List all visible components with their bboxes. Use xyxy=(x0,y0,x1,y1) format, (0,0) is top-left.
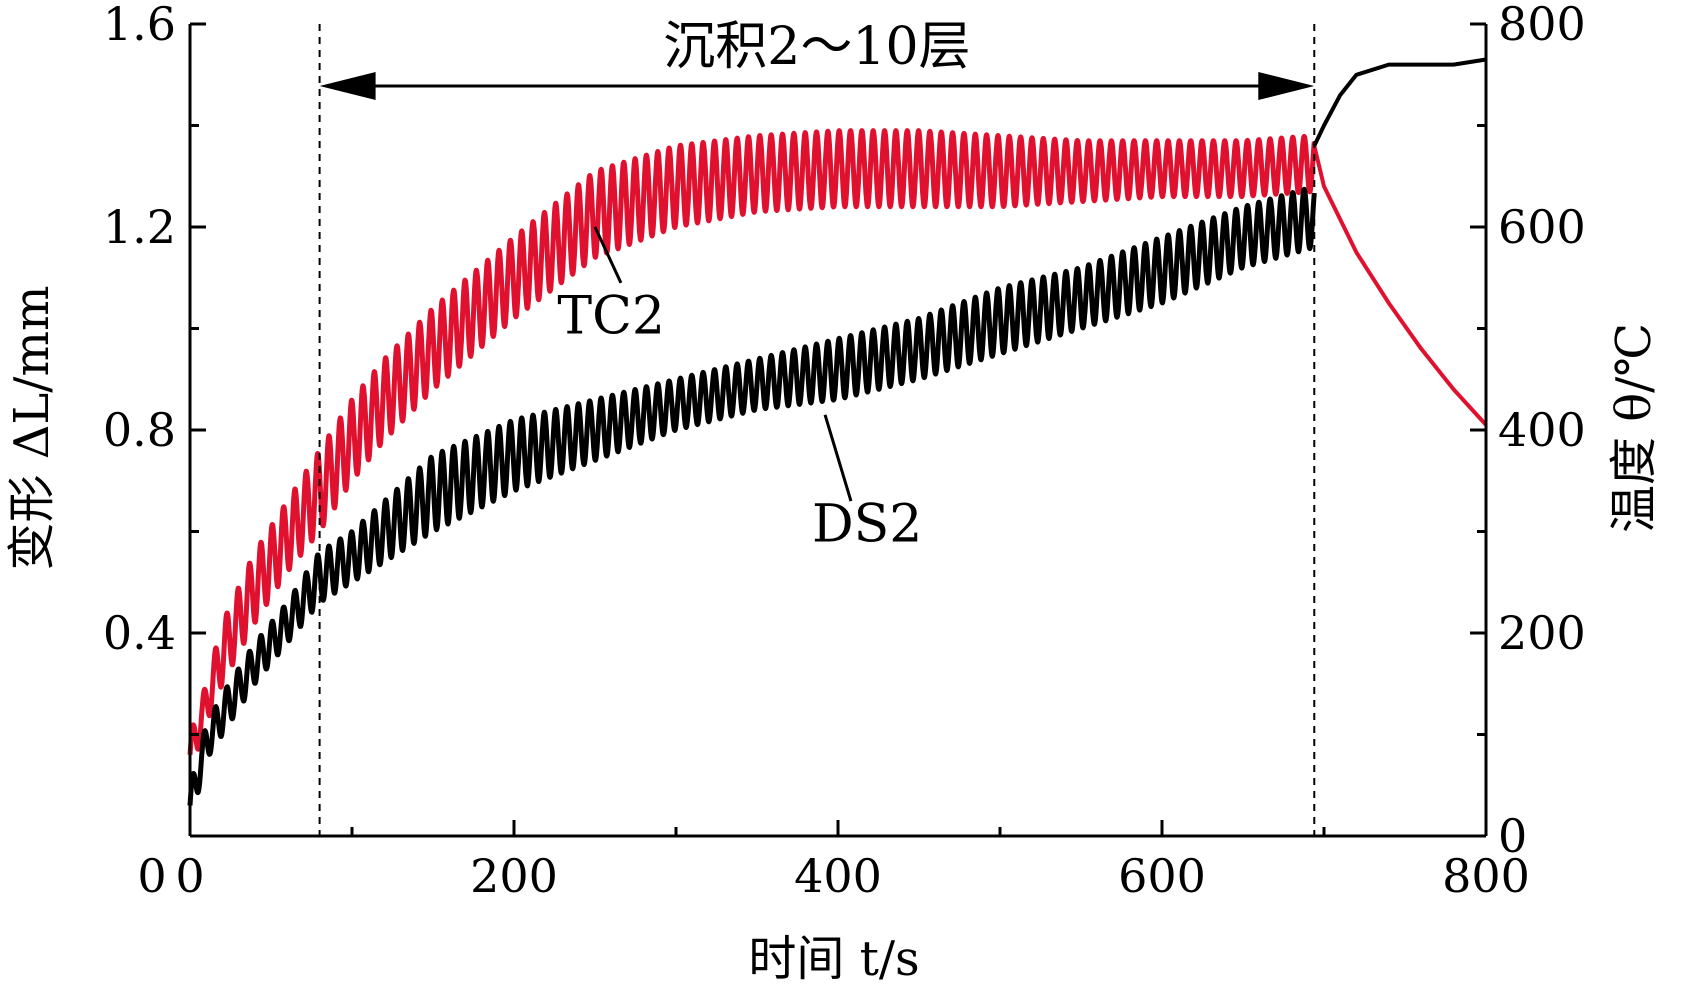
y-left-tick-label: 0.4 xyxy=(103,606,176,660)
series-line-tc2 xyxy=(187,128,1317,755)
annotation-layer xyxy=(318,24,1316,836)
series-line-ds2 xyxy=(187,186,1317,806)
y-right-tick-label: 400 xyxy=(1498,403,1586,457)
x-tick-label: 0 xyxy=(137,849,166,903)
y-axis-right-label: 温度 θ/℃ xyxy=(1606,323,1662,533)
series-cooling-ds2 xyxy=(1312,57,1487,147)
y-left-tick-label: 1.2 xyxy=(103,200,176,254)
y-axis-left-label: 变形 ΔL/mm xyxy=(4,285,60,570)
y-right-tick-label: 600 xyxy=(1498,200,1586,254)
series-label-tc2: TC2 xyxy=(557,287,665,347)
y-right-tick-label: 0 xyxy=(1498,809,1527,863)
arrow-left-head xyxy=(319,72,376,100)
ds2-leader-line xyxy=(823,414,853,502)
series-label-ds2: DS2 xyxy=(812,495,922,555)
y-left-tick-label: 1.6 xyxy=(103,0,176,51)
y-right-tick-label: 800 xyxy=(1498,0,1586,51)
deposition-range-label: 沉积2～10层 xyxy=(663,17,970,77)
x-tick-label: 800 xyxy=(1442,849,1530,903)
x-tick-label: 0 xyxy=(175,849,204,903)
arrow-right-head xyxy=(1258,72,1315,100)
tc2-leader-line xyxy=(593,226,623,284)
x-axis-label: 时间 t/s xyxy=(748,931,919,987)
series-cooling-tc2 xyxy=(1312,145,1488,427)
series-layer xyxy=(187,57,1488,806)
x-tick-label: 600 xyxy=(1118,849,1206,903)
x-tick-label: 200 xyxy=(470,849,558,903)
x-tick-label: 400 xyxy=(794,849,882,903)
y-right-tick-label: 200 xyxy=(1498,606,1586,660)
y-left-tick-label: 0.8 xyxy=(103,403,176,457)
